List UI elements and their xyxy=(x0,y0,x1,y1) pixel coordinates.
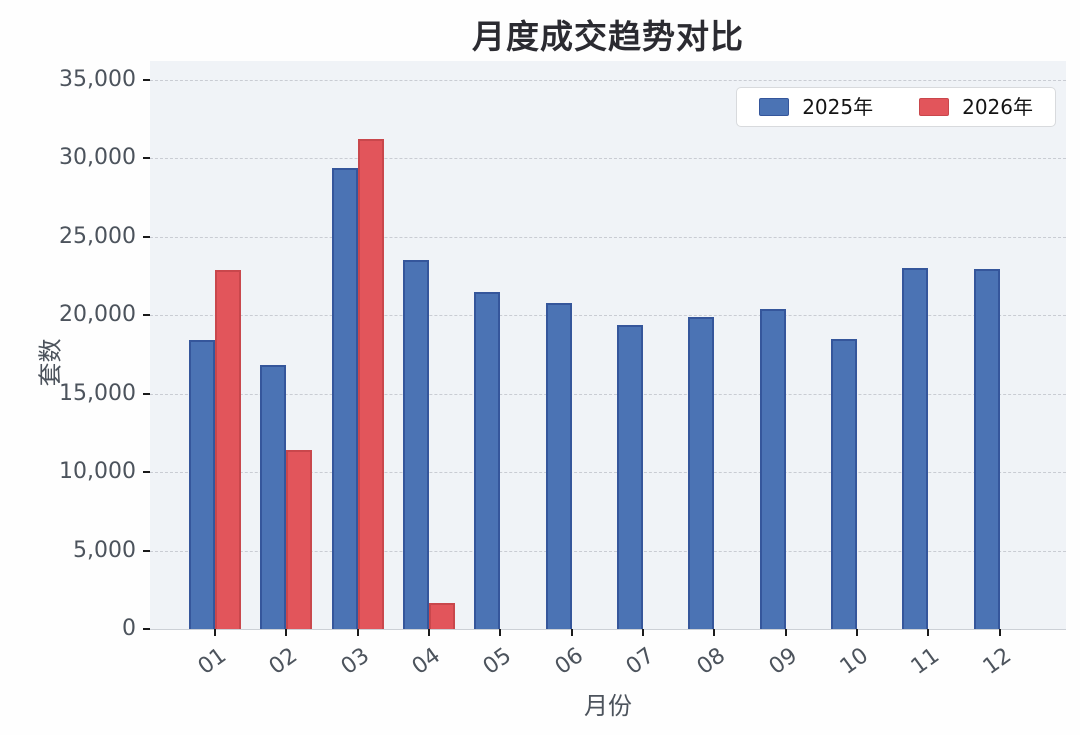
gridline xyxy=(150,236,1066,238)
x-tick-mark xyxy=(356,629,359,636)
bar-2025-03 xyxy=(331,167,358,629)
legend: 2025年 2026年 xyxy=(736,87,1056,127)
bar-2025-12 xyxy=(973,268,1000,629)
y-tick-label: 35,000 xyxy=(59,66,136,92)
legend-label-2026: 2026年 xyxy=(962,95,1033,119)
y-tick-label: 25,000 xyxy=(59,223,136,249)
gridline xyxy=(150,315,1066,317)
bar-2025-01 xyxy=(189,340,215,629)
gridline xyxy=(150,393,1066,395)
y-tick-mark xyxy=(143,392,150,395)
x-tick-mark xyxy=(784,629,787,636)
y-tick-label: 10,000 xyxy=(59,459,136,485)
y-tick-label: 15,000 xyxy=(59,380,136,406)
x-tick-mark xyxy=(570,629,573,636)
gridline xyxy=(150,472,1066,474)
legend-label-2025: 2025年 xyxy=(802,95,874,119)
y-axis-label: 套数 xyxy=(36,338,65,387)
y-tick-mark xyxy=(143,549,150,552)
bar-2025-05 xyxy=(474,292,501,629)
y-tick-mark xyxy=(143,235,150,238)
bar-2025-10 xyxy=(831,338,858,629)
y-tick-mark xyxy=(143,628,150,630)
y-tick-mark xyxy=(143,471,150,474)
gridline xyxy=(150,158,1066,160)
bar-2025-04 xyxy=(403,260,430,629)
x-tick-mark xyxy=(927,629,930,636)
y-tick-label: 20,000 xyxy=(59,302,136,328)
chart-title: 月度成交趋势对比 xyxy=(472,17,744,56)
x-tick-mark xyxy=(856,629,859,636)
bar-2025-07 xyxy=(617,324,644,629)
x-tick-mark xyxy=(998,629,1001,636)
x-tick-mark xyxy=(214,629,216,636)
legend-swatch-2026 xyxy=(919,98,950,116)
bar-2026-01 xyxy=(215,269,241,629)
legend-item-2025: 2025年 xyxy=(759,97,873,117)
plot-area: 2025年 2026年 xyxy=(150,61,1066,630)
x-tick-mark xyxy=(285,629,288,636)
x-tick-mark xyxy=(499,629,502,636)
x-tick-mark xyxy=(428,629,431,636)
bar-2026-02 xyxy=(286,450,313,629)
y-tick-mark xyxy=(143,314,150,317)
bar-2025-06 xyxy=(545,303,572,629)
x-tick-mark xyxy=(713,629,716,636)
bar-2025-09 xyxy=(759,308,786,629)
x-axis-label: 月份 xyxy=(584,692,632,720)
gridline xyxy=(150,550,1066,552)
y-tick-mark xyxy=(143,157,150,160)
bar-2025-08 xyxy=(688,316,715,629)
bar-2026-03 xyxy=(357,139,384,629)
bar-2026-04 xyxy=(429,603,456,629)
y-tick-label: 0 xyxy=(122,616,136,641)
bar-2025-11 xyxy=(902,268,929,629)
legend-swatch-2025 xyxy=(759,98,790,116)
gridline xyxy=(150,79,1066,81)
bar-2025-02 xyxy=(260,365,287,629)
y-tick-mark xyxy=(143,78,150,81)
legend-item-2026: 2026年 xyxy=(919,97,1033,117)
x-tick-mark xyxy=(642,629,645,636)
y-tick-label: 5,000 xyxy=(73,537,136,563)
y-tick-label: 30,000 xyxy=(59,145,136,171)
